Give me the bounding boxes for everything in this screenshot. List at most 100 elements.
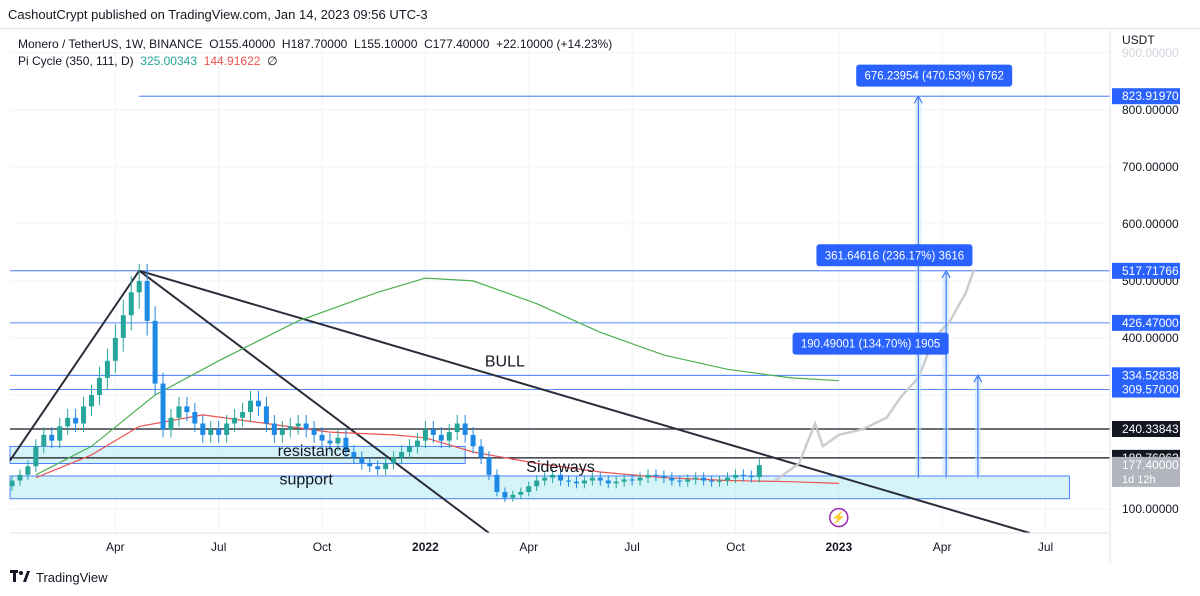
candle-body — [232, 417, 238, 424]
candle-body — [287, 426, 293, 430]
candle-body — [303, 423, 309, 430]
indicator-value-2: 144.91622 — [203, 54, 261, 68]
steep-downtrend-line — [138, 269, 490, 534]
candle-body — [73, 417, 79, 424]
candle-body — [57, 426, 63, 441]
time-tick-label: 2023 — [825, 540, 852, 554]
symbol-name[interactable]: Monero / TetherUS, 1W, BINANCE — [18, 37, 203, 51]
candle-body — [96, 377, 102, 395]
candle-body — [383, 463, 389, 470]
legend-symbol-row: Monero / TetherUS, 1W, BINANCE O155.4000… — [18, 36, 612, 53]
candle-body — [589, 477, 595, 481]
candle-body — [160, 383, 166, 430]
price-tick-label: 600.00000 — [1122, 217, 1179, 231]
candle-body — [351, 452, 357, 458]
candle-body — [661, 475, 667, 478]
time-tick-label: Apr — [519, 540, 538, 554]
annotations: BULL resistance support Sideways ⚡ — [278, 353, 849, 528]
candle-body — [33, 446, 39, 467]
annotation-label: Sideways — [526, 459, 594, 476]
candle-body — [597, 477, 603, 481]
ohlc-high: H187.70000 — [281, 37, 348, 51]
candle-body — [128, 292, 134, 316]
ohlc-low: L155.10000 — [353, 37, 418, 51]
price-label-bg — [1112, 314, 1180, 331]
annotation-label: resistance — [278, 443, 351, 460]
price-label-bg — [1112, 367, 1180, 384]
brand-name[interactable]: TradingView — [36, 570, 108, 585]
time-tick-label: Jul — [211, 540, 226, 554]
candle-body — [176, 406, 182, 418]
candle-body — [407, 446, 412, 453]
candle-body — [192, 412, 198, 424]
ohlc-close: C177.40000 — [424, 37, 490, 51]
footer: TradingView — [10, 570, 108, 585]
candle-body — [701, 477, 707, 481]
candles — [9, 263, 762, 502]
price-axis: USDT100.00000400.00000500.00000600.00000… — [1109, 30, 1180, 563]
candle-body — [311, 429, 317, 435]
candle-body — [184, 406, 190, 413]
candle-body — [605, 480, 611, 484]
candle-body — [422, 429, 428, 441]
price-axis-unit: USDT — [1122, 33, 1155, 47]
candle-body — [25, 466, 31, 475]
trendlines — [9, 269, 1030, 534]
candle-body — [685, 479, 691, 482]
candle-body — [581, 480, 587, 484]
indicator-name[interactable]: Pi Cycle (350, 111, D) — [18, 54, 134, 68]
candle-body — [200, 423, 206, 435]
annotation-label: BULL — [485, 353, 525, 370]
price-tick-label: 100.00000 — [1122, 502, 1179, 516]
annotation-label: support — [279, 472, 333, 489]
price-tick-label: 400.00000 — [1122, 331, 1179, 345]
candle-body — [629, 479, 635, 481]
long-downtrend-line — [138, 269, 1030, 534]
measure-label: 676.23954 (470.53%) 6762 — [864, 71, 1003, 83]
measure-label-bg — [816, 244, 973, 267]
resistance-zone — [9, 445, 466, 464]
candle-body — [112, 337, 118, 361]
candle-body — [653, 474, 659, 476]
price-tick-label: 700.00000 — [1122, 160, 1179, 174]
measure-tools: 676.23954 (470.53%) 6762 361.64616 (236.1… — [792, 64, 1013, 478]
arrowhead-icon — [913, 95, 923, 104]
candle-body — [271, 423, 277, 435]
candle-body — [494, 474, 500, 492]
chart-frame — [0, 28, 1200, 564]
candle-body — [645, 474, 651, 478]
candle-body — [263, 406, 269, 424]
time-tick-label: Oct — [313, 540, 332, 554]
time-axis: Apr Jul Oct 2022 Apr Jul Oct 2023 Apr Jul — [10, 532, 1110, 554]
candle-body — [558, 474, 564, 481]
candle-body — [399, 452, 405, 458]
candle-body — [41, 434, 47, 447]
candle-body — [430, 429, 436, 435]
candle-body — [49, 434, 55, 441]
candle-body — [216, 429, 222, 435]
uptrend-line — [9, 270, 141, 462]
candle-body — [486, 457, 492, 475]
candle-body — [414, 440, 420, 447]
candle-body — [120, 315, 126, 338]
candle-body — [748, 475, 754, 478]
candle-body — [637, 477, 643, 481]
price-label-bg — [1112, 421, 1180, 438]
candle-body — [526, 486, 532, 492]
candle-body — [470, 434, 476, 447]
candle-body — [89, 394, 94, 407]
candle-body — [152, 320, 158, 384]
legend-indicator-row: Pi Cycle (350, 111, D) 325.00343 144.916… — [18, 53, 612, 70]
price-label: 240.33843 — [1122, 422, 1179, 436]
time-tick-label: Apr — [106, 540, 125, 554]
candle-body — [756, 465, 762, 478]
tradingview-logo-icon[interactable] — [10, 570, 30, 585]
indicator-value-3: ∅ — [267, 54, 278, 68]
projection-path — [774, 269, 976, 482]
candle-body — [343, 437, 349, 453]
candle-body — [717, 480, 723, 482]
candle-body — [65, 417, 71, 427]
candle-body — [335, 437, 341, 444]
time-tick-label: 2022 — [412, 540, 439, 554]
